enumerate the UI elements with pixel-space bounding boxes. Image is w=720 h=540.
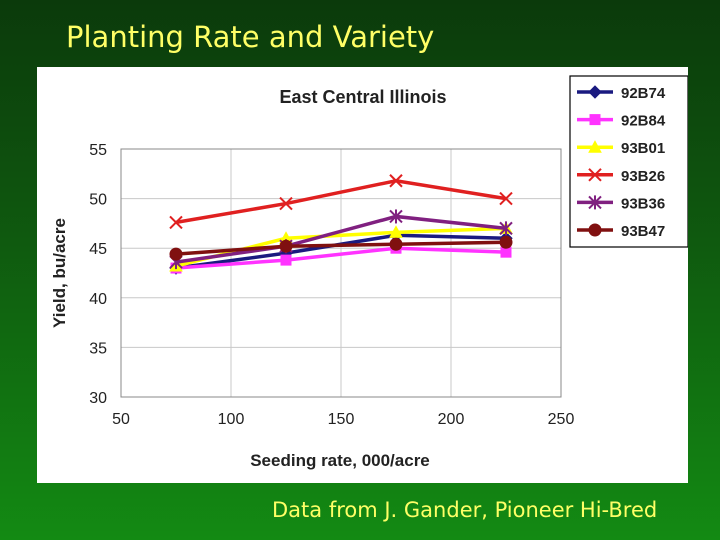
data-point-93B47 [169, 247, 183, 261]
legend-label: 93B26 [621, 168, 665, 185]
data-point-93B36 [499, 221, 513, 236]
legend-label: 92B74 [621, 85, 666, 102]
x-tick-label: 200 [438, 411, 465, 428]
x-axis-label: Seeding rate, 000/acre [250, 451, 430, 470]
y-tick-label: 55 [89, 142, 107, 159]
series-group [169, 174, 513, 275]
series-line-93B01 [175, 226, 507, 268]
x-axis-ticks: 50 100 150 200 250 [112, 411, 574, 428]
yield-line-chart: East Central Illinois 30 35 40 45 50 55 50 100… [50, 75, 688, 470]
source-credit: Data from J. Gander, Pioneer Hi-Bred [272, 498, 658, 522]
series-line-93B26 [175, 178, 507, 225]
gridlines [120, 148, 562, 398]
legend-marker-93B47 [588, 223, 602, 237]
legend-label: 93B47 [621, 223, 665, 240]
data-point-92B84 [280, 254, 292, 266]
legend-label: 93B01 [621, 140, 665, 157]
series-line-93B47 [175, 240, 507, 256]
legend-marker-93B26 [588, 168, 602, 182]
chart-title: East Central Illinois [279, 87, 446, 107]
legend-item-92B74: 92B74 [577, 85, 666, 102]
series-93B47 [169, 235, 513, 261]
chart-panel: East Central Illinois 30 35 40 45 50 55 50 100… [37, 67, 688, 483]
x-tick-label: 150 [328, 411, 355, 428]
data-point-93B26 [279, 196, 293, 211]
series-93B26 [169, 174, 513, 230]
legend-item-93B47: 93B47 [577, 223, 665, 240]
data-point-93B01 [389, 225, 403, 238]
legend-marker-92B84 [589, 114, 601, 126]
legend-marker-92B74 [588, 85, 602, 99]
y-tick-label: 35 [89, 340, 107, 357]
legend-label: 92B84 [621, 113, 666, 130]
x-tick-label: 250 [548, 411, 575, 428]
legend-item-93B01: 93B01 [577, 140, 665, 157]
legend-label: 93B36 [621, 195, 665, 212]
series-line-92B84 [175, 246, 507, 270]
data-point-93B47 [389, 237, 403, 251]
slide-title: Planting Rate and Variety [66, 20, 435, 54]
data-point-93B26 [169, 215, 183, 230]
legend-item-93B26: 93B26 [577, 168, 665, 185]
y-axis-ticks: 30 35 40 45 50 55 [89, 142, 107, 407]
plot-area [120, 148, 562, 398]
data-point-93B26 [499, 191, 513, 206]
x-tick-label: 50 [112, 411, 130, 428]
data-point-93B36 [389, 209, 403, 224]
x-tick-label: 100 [218, 411, 245, 428]
legend: 92B74 92B84 93B01 93B26 93B36 93B47 [577, 85, 666, 240]
legend-marker-93B01 [588, 140, 602, 153]
y-tick-label: 45 [89, 241, 107, 258]
y-tick-label: 50 [89, 192, 107, 209]
y-tick-label: 40 [89, 291, 107, 308]
series-line-93B36 [175, 214, 507, 264]
data-point-93B26 [389, 174, 403, 188]
legend-box [569, 75, 688, 248]
legend-marker-93B36 [588, 195, 602, 210]
data-point-93B47 [279, 239, 293, 253]
legend-item-92B84: 92B84 [577, 113, 666, 130]
y-axis-label: Yield, bu/acre [50, 218, 69, 328]
legend-item-93B36: 93B36 [577, 195, 665, 212]
y-tick-label: 30 [89, 390, 107, 407]
data-point-93B47 [499, 235, 513, 249]
